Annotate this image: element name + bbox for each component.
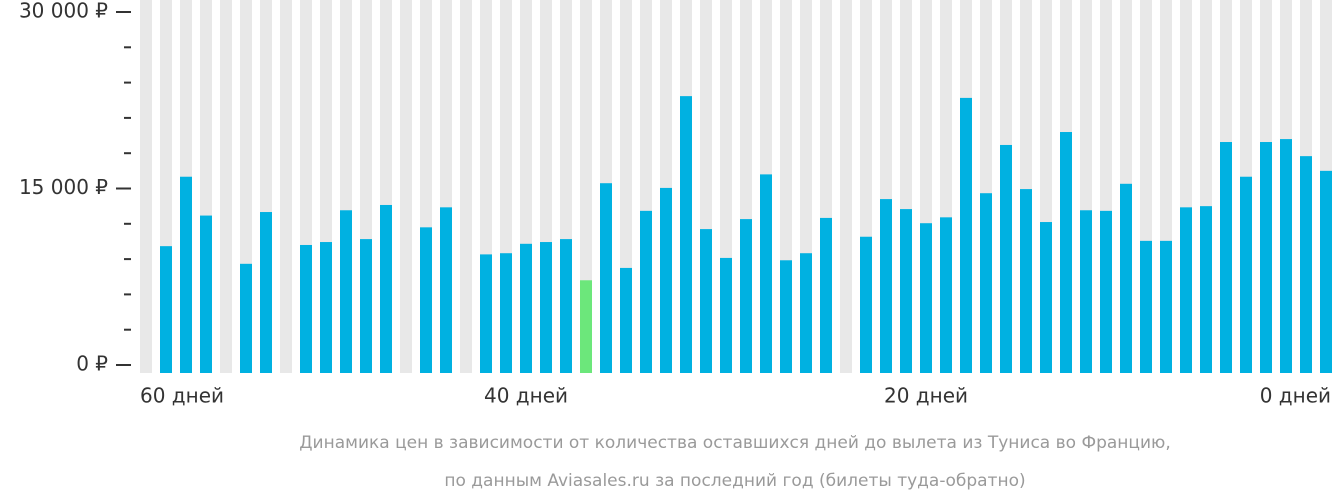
bar (240, 263, 252, 373)
bar (1040, 222, 1052, 373)
bar (880, 199, 892, 373)
bar (820, 217, 832, 373)
bar (1280, 139, 1292, 373)
column-background (140, 0, 152, 373)
x-tick-label: 0 дней (1260, 384, 1331, 408)
bar (1140, 240, 1152, 373)
bar (1180, 207, 1192, 373)
x-tick-label: 60 дней (140, 384, 224, 408)
bar (900, 209, 912, 373)
bar (560, 239, 572, 373)
bar (620, 267, 632, 373)
bar (480, 254, 492, 373)
bar (740, 219, 752, 373)
bar (1100, 210, 1112, 373)
bar (500, 253, 512, 373)
bar (1240, 176, 1252, 373)
bar (1120, 183, 1132, 373)
y-tick-label: 30 000 ₽ (19, 0, 108, 23)
x-tick-label: 40 дней (484, 384, 568, 408)
bar (1020, 189, 1032, 373)
bar (640, 210, 652, 373)
bar (1300, 156, 1312, 373)
bar (600, 183, 612, 373)
bar (440, 207, 452, 373)
column-background (840, 0, 852, 373)
bar (160, 246, 172, 373)
bar (680, 96, 692, 374)
bar (420, 227, 432, 373)
bar (180, 176, 192, 373)
bar (320, 242, 332, 373)
bar (1060, 132, 1072, 373)
bar (1200, 206, 1212, 373)
y-tick-label: 0 ₽ (76, 352, 108, 376)
bar (1160, 240, 1172, 373)
bar (1080, 210, 1092, 373)
column-background (280, 0, 292, 373)
bar (1000, 144, 1012, 373)
bar (340, 210, 352, 373)
bar (300, 244, 312, 373)
bar (360, 239, 372, 373)
bar (700, 229, 712, 373)
bar (580, 280, 592, 373)
bar (920, 223, 932, 373)
bar (1320, 170, 1332, 373)
y-tick-label: 15 000 ₽ (19, 175, 108, 199)
bar (780, 260, 792, 373)
bar (760, 174, 772, 373)
bar (1220, 142, 1232, 373)
column-background (400, 0, 412, 373)
bar (960, 97, 972, 373)
x-tick-label: 20 дней (884, 384, 968, 408)
column-background (580, 0, 592, 373)
caption: по данным Aviasales.ru за последний год … (444, 471, 1025, 491)
bar (860, 236, 872, 373)
bar (200, 215, 212, 373)
bar (980, 193, 992, 373)
column-background (460, 0, 472, 373)
bar (540, 242, 552, 373)
bar (380, 204, 392, 373)
bar (660, 187, 672, 373)
bar (720, 257, 732, 373)
bar (940, 217, 952, 373)
bar (520, 243, 532, 373)
bar (260, 212, 272, 373)
column-background (220, 0, 232, 373)
bar (1260, 142, 1272, 373)
bar (800, 253, 812, 373)
caption: Динамика цен в зависимости от количества… (299, 433, 1170, 453)
